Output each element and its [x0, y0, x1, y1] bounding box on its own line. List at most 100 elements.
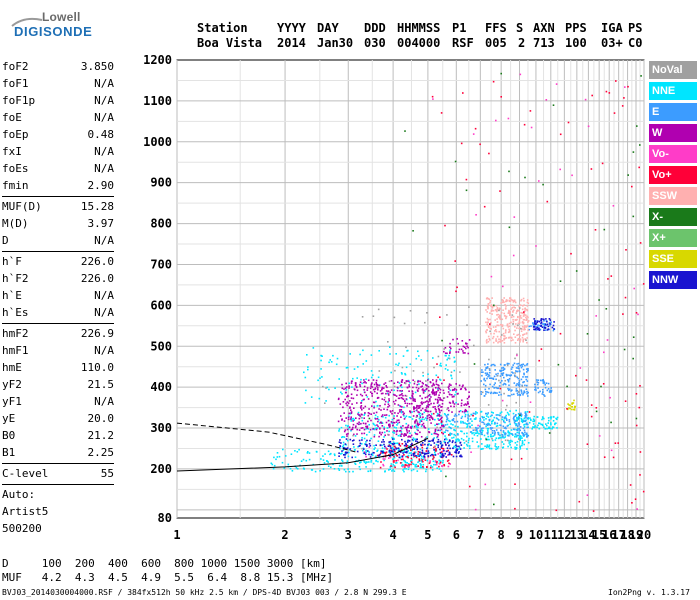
data-point	[501, 301, 504, 304]
data-point	[516, 418, 518, 420]
data-point	[401, 455, 404, 458]
data-point	[432, 438, 435, 441]
legend-item-e: E	[649, 103, 697, 121]
data-point	[412, 386, 414, 389]
data-point	[439, 316, 441, 318]
data-point	[496, 306, 499, 309]
data-point	[440, 470, 442, 472]
data-point	[502, 431, 505, 433]
data-point	[447, 407, 449, 409]
param-name: h`Es	[2, 306, 29, 319]
data-point	[466, 432, 468, 435]
data-point	[356, 450, 359, 453]
data-point	[640, 75, 642, 77]
data-point	[432, 460, 435, 463]
param-row: hmF1 N/A	[2, 342, 114, 359]
data-point	[412, 379, 414, 381]
data-point	[513, 393, 515, 396]
data-point	[327, 465, 330, 467]
data-point	[391, 443, 394, 445]
data-point	[554, 422, 556, 425]
data-point	[275, 458, 277, 461]
data-point	[462, 420, 464, 423]
data-point	[468, 415, 471, 417]
data-point	[491, 435, 493, 438]
data-point	[425, 436, 427, 439]
param-separator	[2, 323, 114, 324]
data-point	[392, 431, 394, 433]
data-point	[363, 389, 365, 391]
data-point	[426, 459, 429, 462]
data-point	[524, 328, 526, 331]
data-point	[407, 465, 409, 468]
data-point	[389, 346, 391, 348]
data-point	[369, 428, 372, 431]
data-point	[511, 371, 513, 373]
data-point	[484, 445, 486, 448]
data-point	[413, 382, 416, 385]
data-point	[366, 439, 368, 442]
legend-item-noval: NoVal	[649, 61, 697, 79]
data-point	[570, 405, 573, 408]
data-point	[547, 417, 550, 419]
data-point	[417, 390, 419, 392]
data-point	[376, 449, 379, 452]
data-point	[394, 450, 396, 453]
data-point	[426, 405, 428, 408]
data-point	[514, 483, 516, 485]
data-point	[494, 309, 497, 311]
data-point	[365, 443, 367, 446]
data-point	[338, 452, 340, 454]
data-point	[345, 382, 347, 385]
data-point	[544, 323, 547, 326]
data-point	[447, 419, 450, 422]
data-point	[439, 452, 442, 454]
data-point	[525, 433, 527, 436]
data-point	[418, 355, 420, 357]
data-point	[584, 98, 587, 101]
data-point	[420, 436, 423, 438]
data-point	[376, 383, 378, 386]
data-point	[299, 464, 301, 467]
data-point	[494, 319, 496, 321]
data-point	[481, 369, 483, 371]
data-point	[508, 362, 510, 365]
data-point	[371, 374, 374, 376]
data-point	[443, 413, 446, 415]
data-point	[442, 447, 445, 450]
data-point	[464, 387, 466, 390]
data-point	[475, 411, 477, 413]
data-point	[567, 121, 570, 124]
data-point	[547, 328, 550, 330]
data-point	[501, 416, 504, 418]
data-point	[524, 310, 526, 312]
data-point	[549, 323, 551, 325]
data-point	[504, 426, 507, 429]
data-point	[436, 412, 439, 415]
data-point	[639, 242, 642, 244]
data-point	[544, 329, 547, 331]
footer-muf-line: MUF 4.2 4.3 4.5 4.9 5.5 6.4 8.8 15.3 [MH…	[2, 571, 334, 584]
data-point	[489, 435, 492, 438]
data-point	[518, 382, 520, 384]
data-point	[536, 321, 538, 324]
data-point	[374, 388, 377, 390]
data-point	[502, 383, 504, 386]
data-point	[502, 309, 504, 311]
data-point	[436, 433, 439, 436]
data-point	[524, 314, 527, 316]
data-point	[559, 280, 562, 282]
data-point	[406, 462, 408, 464]
data-point	[524, 176, 526, 179]
data-point	[361, 394, 364, 397]
data-point	[430, 396, 432, 398]
data-point	[427, 406, 429, 408]
data-point	[334, 387, 336, 389]
data-point	[491, 313, 493, 315]
data-point	[479, 420, 481, 422]
data-point	[372, 462, 375, 465]
header-cell: AXN	[533, 21, 555, 35]
data-point	[487, 435, 489, 438]
data-point	[550, 423, 552, 426]
data-point	[423, 453, 426, 456]
